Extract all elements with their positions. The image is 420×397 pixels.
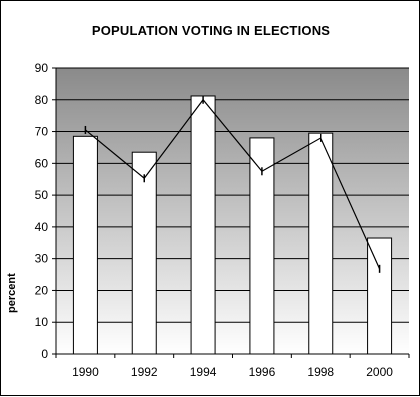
bar-1998 [308, 132, 334, 355]
x-tick-label-1998: 1998 [307, 365, 334, 379]
bar-1994 [190, 95, 216, 355]
y-tick-label-90: 90 [35, 61, 49, 75]
y-tick-label-50: 50 [35, 188, 49, 202]
bar-1992 [131, 151, 157, 355]
y-tick-label-70: 70 [35, 125, 49, 139]
y-tick-label-60: 60 [35, 156, 49, 170]
plot-area [56, 68, 409, 354]
y-axis-ticks: 0 10 20 30 40 50 60 70 80 90 [35, 61, 56, 361]
x-tick-label-1990: 1990 [72, 365, 99, 379]
y-tick-label-80: 80 [35, 93, 49, 107]
bar-1990 [72, 135, 98, 355]
y-tick-label-20: 20 [35, 283, 49, 297]
bar-2000 [367, 237, 393, 355]
y-tick-label-10: 10 [35, 315, 49, 329]
bar-series [72, 95, 393, 355]
y-tick-label-40: 40 [35, 220, 49, 234]
series-line [85, 98, 381, 270]
gridlines [56, 67, 409, 323]
x-tick-label-1996: 1996 [249, 365, 276, 379]
x-tick-label-1992: 1992 [131, 365, 158, 379]
y-tick-label-0: 0 [41, 347, 48, 361]
y-tick-label-30: 30 [35, 252, 49, 266]
x-axis-ticks: 1990 1992 1994 1996 1998 2000 [55, 354, 410, 379]
chart-title: POPULATION VOTING IN ELECTIONS [91, 23, 331, 38]
x-tick-label-1994: 1994 [190, 365, 217, 379]
line-series [84, 95, 381, 273]
x-tick-label-2000: 2000 [366, 365, 393, 379]
